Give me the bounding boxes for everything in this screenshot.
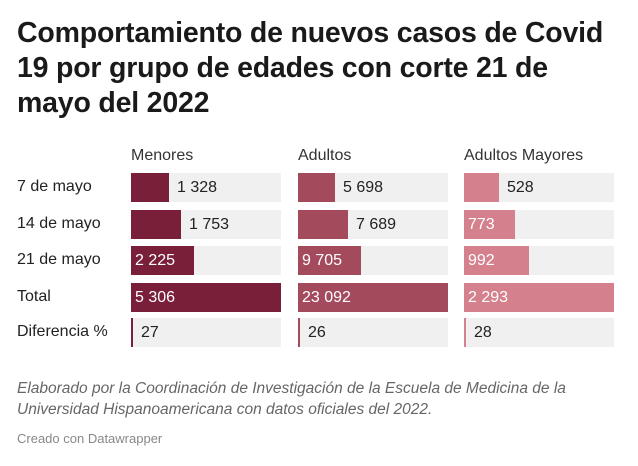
bar-menores (131, 210, 181, 239)
cell-adultos: 7 689 (298, 210, 448, 239)
row-label: 7 de mayo (17, 178, 92, 195)
cell-value: 992 (468, 252, 495, 269)
cell-adultos-mayores: 2 293 (464, 283, 614, 312)
cell-value: 2 225 (135, 252, 176, 269)
cell-adultos-mayores: 992 (464, 246, 614, 275)
cell-value: 5 698 (343, 179, 384, 196)
cell-value: 26 (308, 324, 326, 341)
bar-adultos-mayores (464, 283, 614, 312)
bar-adultos-mayores (464, 210, 515, 239)
column-header-menores: Menores (131, 147, 194, 164)
cell-value: 1 328 (177, 179, 218, 196)
cell-adultos: 9 705 (298, 246, 448, 275)
cell-value: 28 (474, 324, 492, 341)
bar-menores (131, 318, 133, 347)
cell-adultos-mayores: 773 (464, 210, 614, 239)
bar-menores (131, 283, 281, 312)
cell-adultos-mayores: 528 (464, 173, 614, 202)
cell-adultos: 23 092 (298, 283, 448, 312)
bar-adultos (298, 318, 300, 347)
bar-adultos-mayores (464, 318, 466, 347)
cell-menores: 27 (131, 318, 281, 347)
cell-menores: 1 753 (131, 210, 281, 239)
credit-text: Creado con Datawrapper (17, 431, 163, 446)
cell-value: 528 (507, 179, 534, 196)
cell-adultos: 5 698 (298, 173, 448, 202)
bar-adultos (298, 210, 348, 239)
cell-menores: 5 306 (131, 283, 281, 312)
row-label: 14 de mayo (17, 215, 101, 232)
bar-adultos (298, 246, 361, 275)
source-note: Elaborado por la Coordinación de Investi… (17, 380, 566, 418)
bar-adultos (298, 283, 448, 312)
cell-value: 2 293 (468, 289, 509, 306)
bar-menores (131, 246, 194, 275)
column-header-adultos-mayores: Adultos Mayores (464, 147, 584, 164)
bar-menores (131, 173, 169, 202)
bar-adultos (298, 173, 335, 202)
cell-value: 9 705 (302, 252, 343, 269)
cell-menores: 1 328 (131, 173, 281, 202)
row-label: Total (17, 288, 51, 305)
bar-adultos-mayores (464, 246, 529, 275)
cell-adultos: 26 (298, 318, 448, 347)
cell-adultos-mayores: 28 (464, 318, 614, 347)
cell-value: 773 (468, 216, 495, 233)
row-label: Diferencia % (17, 323, 108, 340)
cell-value: 7 689 (356, 216, 397, 233)
row-label: 21 de mayo (17, 251, 101, 268)
cell-value: 1 753 (189, 216, 230, 233)
cell-value: 23 092 (302, 289, 351, 306)
chart-title: Comportamiento de nuevos casos de Covid … (17, 17, 604, 119)
cell-value: 5 306 (135, 289, 176, 306)
cell-menores: 2 225 (131, 246, 281, 275)
cell-value: 27 (141, 324, 159, 341)
column-header-adultos: Adultos (298, 147, 352, 164)
bar-adultos-mayores (464, 173, 499, 202)
